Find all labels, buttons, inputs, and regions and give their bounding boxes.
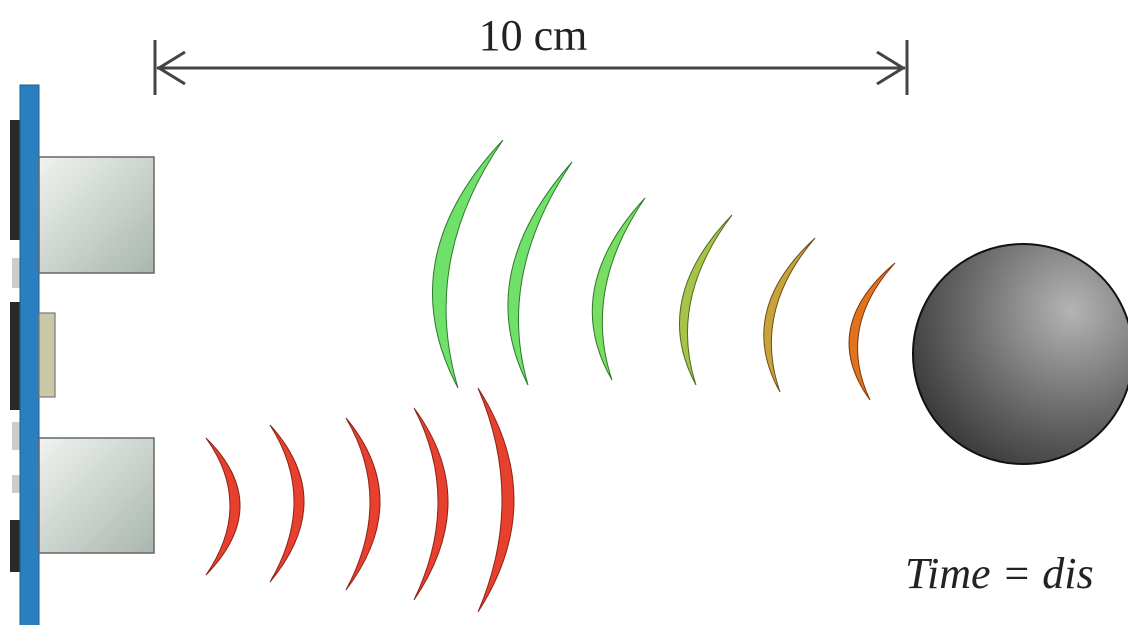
- echo-wave-5: [763, 237, 816, 393]
- ultrasonic-sensor-icon: [10, 84, 155, 625]
- emitted-wave-4: [413, 407, 449, 601]
- echo-wave-6: [848, 262, 896, 401]
- sensor-pin-1: [10, 120, 20, 240]
- echo-waves: [431, 139, 896, 401]
- sensor-pin-4: [12, 422, 20, 450]
- emitted-wave-1: [205, 437, 241, 576]
- sensor-crystal: [38, 312, 56, 398]
- emitted-wave-3: [345, 417, 381, 591]
- sensor-pin-2: [12, 258, 20, 288]
- emitted-waves: [205, 387, 515, 613]
- distance-label: 10 cm: [479, 11, 588, 60]
- transmitter-can: [38, 156, 155, 274]
- receiver-can: [38, 437, 155, 554]
- echo-wave-1: [431, 139, 504, 389]
- emitted-wave-5: [477, 387, 515, 613]
- emitted-wave-2: [269, 424, 305, 583]
- sensor-pcb: [19, 84, 40, 625]
- time-formula: Time = dis: [905, 549, 1094, 598]
- dimension-arrowhead-left: [156, 50, 186, 86]
- echo-wave-4: [679, 214, 733, 386]
- sensor-pin-5: [12, 475, 20, 493]
- sensor-pin-6: [10, 520, 20, 572]
- dimension-arrowhead-right: [876, 50, 906, 86]
- echo-wave-3: [591, 197, 646, 381]
- sensor-pin-3: [10, 302, 20, 410]
- target-ball-icon: [912, 243, 1128, 465]
- distance-dimension: 10 cm: [153, 11, 909, 95]
- echo-wave-2: [507, 161, 573, 386]
